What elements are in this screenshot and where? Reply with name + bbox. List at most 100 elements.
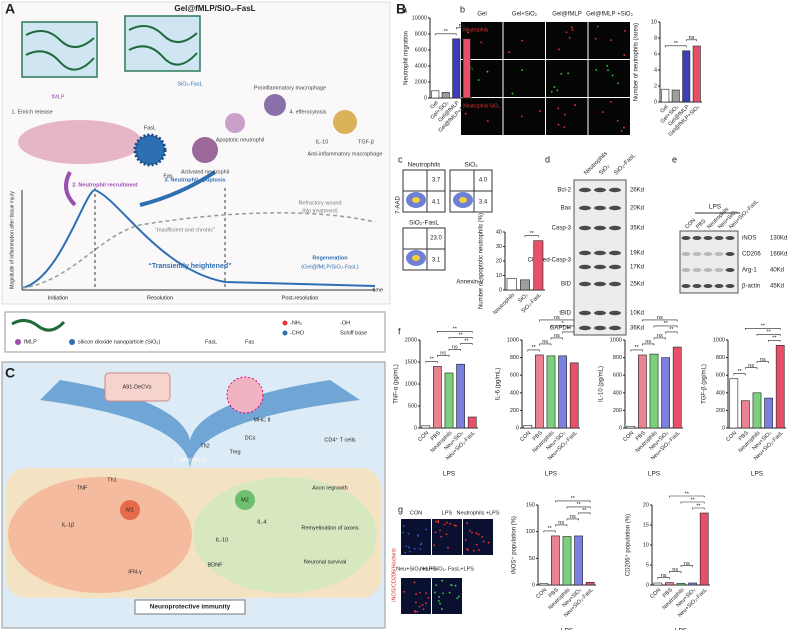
band	[579, 310, 591, 316]
label: CD4⁺ T cells	[324, 436, 355, 443]
flow-title: Neutrophils	[408, 162, 442, 169]
label: Axon regrowth	[312, 485, 347, 491]
micrograph	[503, 22, 545, 59]
column-label: Gel@fMLP +SiO₂	[586, 12, 633, 18]
band	[579, 325, 591, 331]
size-label: 19Kd	[630, 251, 644, 257]
legend-text: silicon dioxide nanoparticle (SiO₂)	[78, 339, 160, 345]
dot	[441, 579, 444, 582]
dot	[445, 533, 448, 536]
bar	[682, 50, 691, 103]
dot	[560, 72, 563, 75]
label: TGF-β	[358, 139, 374, 145]
tissue	[18, 120, 142, 164]
label: IFN-γ	[128, 569, 142, 575]
y-axis-label: Neutrophil migration	[404, 31, 410, 85]
sub-label: c	[398, 154, 403, 164]
y-tick-label: 200	[716, 408, 725, 414]
bar	[775, 344, 785, 429]
polymer	[25, 30, 95, 71]
quadrant-value: 3.4	[479, 200, 488, 206]
size-label: 166Kd	[770, 252, 787, 258]
sig-label: **	[576, 502, 581, 508]
dot	[422, 608, 425, 611]
label: Th1	[107, 477, 116, 483]
label: BDNF	[208, 562, 224, 568]
band	[703, 236, 713, 240]
dot	[558, 48, 560, 51]
band	[703, 284, 713, 288]
dot	[458, 595, 460, 598]
y-tick-label: 6	[654, 51, 657, 57]
sig-label: **	[669, 327, 674, 333]
y-tick-label: 4000	[415, 63, 427, 69]
y-tick-label: 8000	[415, 31, 427, 37]
bar	[421, 425, 431, 429]
dot	[563, 113, 566, 116]
dot	[464, 112, 467, 115]
bar	[551, 535, 560, 586]
y-tick-label: 0	[654, 99, 657, 105]
bar	[699, 512, 709, 586]
dot	[568, 36, 571, 39]
label: FasL	[144, 125, 156, 131]
sig-label: **	[772, 336, 777, 342]
x-tick-label: CON	[649, 587, 662, 600]
y-axis-label: TNF-α (pg/mL)	[394, 364, 400, 403]
label: fMLP	[52, 94, 65, 100]
sig-label: ns	[684, 561, 690, 567]
hydrogel	[124, 15, 201, 72]
quadrant-value: 4.1	[432, 200, 441, 206]
y-axis-label: IL-6 (pg/mL)	[496, 368, 502, 401]
y-tick-label: 1000	[610, 337, 622, 343]
label: TNF	[77, 485, 88, 491]
x-axis-label: LPS	[648, 471, 661, 478]
band	[725, 284, 735, 288]
schematic-title: Gel@fMLP/SiO₂-FasL	[174, 4, 255, 13]
sig-bracket	[745, 327, 781, 330]
dot	[450, 584, 453, 587]
label: Remyelination of axons	[301, 525, 358, 531]
image-label: Neutrophils +LPS	[457, 510, 500, 516]
dot	[520, 115, 523, 118]
dot	[557, 123, 560, 126]
dc-cell	[226, 376, 264, 414]
y-tick-label: 2	[654, 83, 657, 89]
bar	[752, 392, 762, 429]
bar	[653, 582, 663, 586]
flow-cloud	[412, 255, 420, 261]
legend-text: -NH₂	[290, 320, 302, 326]
row-label: β-actin	[742, 284, 760, 290]
quadrant-value: 4.0	[479, 178, 488, 184]
sig-label: ns	[452, 345, 458, 351]
size-label: 45Kd	[770, 284, 784, 290]
sig-bracket	[642, 319, 678, 322]
band	[692, 268, 702, 272]
dot	[571, 26, 573, 29]
dot	[425, 602, 427, 604]
dot	[437, 600, 440, 602]
y-tick-label: 600	[716, 373, 725, 379]
sig-label: **	[696, 503, 701, 509]
label: IL-10	[316, 139, 329, 145]
dot	[480, 41, 483, 44]
bar	[672, 346, 682, 429]
dot	[402, 525, 405, 527]
column-label: Gel@fMLP	[552, 12, 581, 18]
sig-label: *	[562, 321, 565, 327]
row-label: Cleaved-Casp-3	[528, 258, 572, 264]
sub-label: e	[672, 154, 677, 164]
label: Initiation	[48, 295, 69, 301]
dot	[487, 541, 490, 544]
dot	[553, 86, 556, 88]
dot	[441, 608, 443, 610]
dot	[610, 100, 612, 103]
band	[594, 325, 606, 331]
sig-label: ns	[672, 567, 678, 573]
sig-label: ns	[459, 23, 465, 29]
dot	[594, 37, 597, 40]
bar	[574, 535, 583, 586]
y-tick-label: 10	[496, 273, 502, 279]
row-label: Bcl-2	[557, 188, 571, 194]
sig-label: ns	[440, 351, 446, 357]
